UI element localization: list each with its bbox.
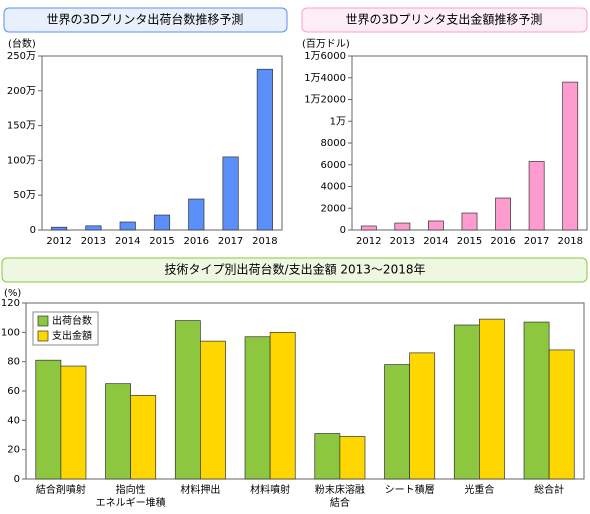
y-tick-label: 6000	[321, 160, 346, 171]
y-tick-label: 0	[340, 225, 346, 236]
y-tick-label: 60	[7, 386, 20, 397]
y-tick-label: 80	[7, 357, 20, 368]
header-box	[1, 257, 588, 283]
y-axis-label: (百万ドル)	[302, 38, 350, 50]
legend-swatch	[37, 330, 49, 342]
bar	[453, 324, 480, 480]
y-tick-label: 150万	[7, 121, 36, 132]
x-tick-label: 粉末床溶融結合	[315, 483, 365, 509]
bar	[200, 340, 226, 480]
y-tick-label: 100万	[7, 155, 36, 166]
x-tick-label: 材料押出	[180, 483, 220, 496]
bar	[360, 225, 377, 231]
x-tick-label: 指向性エネルギー堆積	[96, 483, 166, 509]
y-tick-label: 1万4000	[304, 73, 346, 84]
y-tick-label: 100	[1, 327, 20, 338]
bar	[85, 225, 102, 231]
y-tick-label: 50万	[13, 190, 36, 201]
x-tick-label: 2018	[252, 236, 277, 247]
bar	[339, 436, 366, 480]
x-tick-label: 2012	[356, 236, 381, 247]
y-tick-label: 4000	[321, 182, 346, 193]
y-tick-label: 20	[7, 445, 20, 456]
header-box	[301, 7, 588, 33]
x-tick-label: 2013	[390, 236, 415, 247]
y-tick-label: 1万	[330, 116, 346, 127]
bar	[256, 68, 273, 231]
bar	[428, 220, 444, 231]
bar	[269, 331, 296, 480]
bar	[523, 321, 550, 480]
x-tick-label: 2014	[423, 236, 448, 247]
bar	[174, 320, 201, 480]
bar	[314, 433, 341, 480]
bar	[35, 359, 62, 480]
chart-title: 世界の3Dプリンタ出荷台数推移予測	[47, 12, 244, 27]
bar	[394, 222, 411, 231]
y-tick-label: 250万	[7, 51, 36, 62]
x-tick-label: 2016	[184, 236, 209, 247]
x-tick-label: 2018	[557, 236, 582, 247]
bar	[384, 364, 410, 480]
x-tick-label: 材料噴射	[250, 483, 290, 496]
header-box	[3, 7, 288, 33]
y-tick-label: 120	[1, 298, 20, 309]
bar	[188, 198, 205, 231]
y-tick-label: 200万	[7, 86, 36, 97]
legend-label: 支出金額	[52, 329, 92, 342]
bar	[119, 221, 136, 231]
bar	[528, 161, 545, 231]
x-tick-label: 総合計	[534, 483, 564, 496]
chart-title: 世界の3Dプリンタ支出金額推移予測	[346, 12, 543, 27]
bar	[105, 383, 131, 480]
plot-area	[41, 55, 283, 231]
y-axis-label: (台数)	[8, 37, 36, 50]
bar	[222, 156, 239, 231]
x-tick-label: 2017	[524, 236, 549, 247]
y-tick-label: 1万6000	[304, 51, 346, 62]
y-tick-label: 1万2000	[304, 95, 346, 106]
x-tick-label: 2012	[46, 236, 71, 247]
plot-area	[351, 55, 588, 231]
legend-swatch	[37, 315, 49, 327]
x-tick-label: 2014	[115, 236, 140, 247]
bar	[495, 197, 511, 231]
y-axis-label: (%)	[4, 288, 21, 299]
bar	[244, 336, 271, 480]
y-tick-label: 8000	[321, 138, 346, 149]
y-tick-label: 0	[14, 474, 20, 485]
bar	[409, 352, 436, 480]
y-tick-label: 2000	[321, 203, 346, 214]
bar	[479, 318, 505, 480]
x-tick-label: 2015	[457, 236, 482, 247]
x-tick-label: 2017	[218, 236, 243, 247]
bar	[461, 212, 478, 231]
y-tick-label: 0	[30, 225, 36, 236]
chart-title: 技術タイプ別出荷台数/支出金額 2013～2018年	[165, 262, 426, 277]
x-tick-label: 2016	[490, 236, 515, 247]
bar	[153, 214, 171, 231]
x-tick-label: 光重合	[464, 483, 494, 496]
bar	[51, 226, 68, 231]
legend-label: 出荷台数	[52, 314, 92, 327]
bar	[548, 349, 575, 480]
x-tick-label: 結合剤噴射	[36, 483, 86, 496]
x-tick-label: 2013	[81, 236, 106, 247]
x-tick-label: 2015	[149, 236, 174, 247]
bar	[130, 395, 157, 480]
y-tick-label: 40	[7, 415, 20, 426]
bar	[60, 365, 87, 480]
x-tick-label: シート積層	[385, 483, 435, 496]
bar	[562, 81, 579, 231]
